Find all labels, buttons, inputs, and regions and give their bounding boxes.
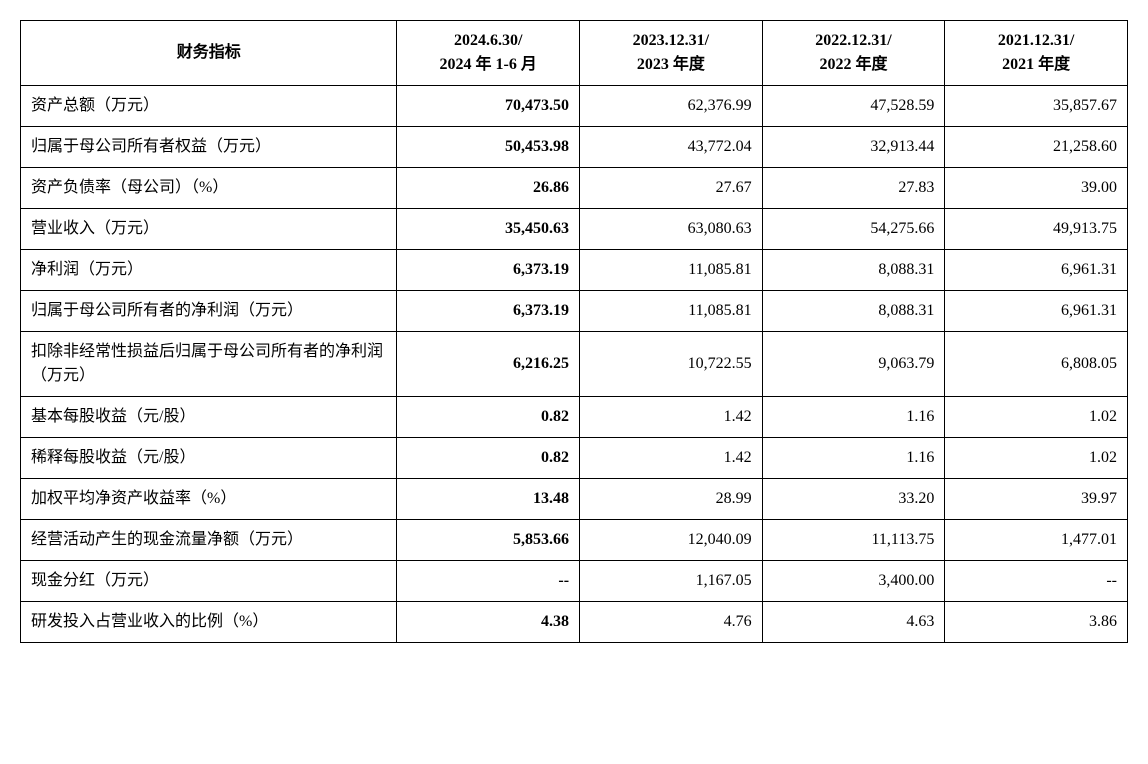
row-value: 6,961.31	[945, 291, 1128, 332]
row-value: 3.86	[945, 602, 1128, 643]
row-value: 49,913.75	[945, 209, 1128, 250]
row-label: 营业收入（万元）	[21, 209, 397, 250]
row-value: 8,088.31	[762, 291, 945, 332]
row-value: 4.38	[397, 602, 580, 643]
header-line1: 2024.6.30/ 2024 年 1-6 月	[440, 32, 537, 73]
row-value: 32,913.44	[762, 127, 945, 168]
row-value: 6,808.05	[945, 332, 1128, 397]
table-row: 净利润（万元） 6,373.19 11,085.81 8,088.31 6,96…	[21, 250, 1128, 291]
row-value: 28.99	[580, 479, 763, 520]
table-row: 营业收入（万元） 35,450.63 63,080.63 54,275.66 4…	[21, 209, 1128, 250]
row-value: 6,373.19	[397, 250, 580, 291]
table-row: 稀释每股收益（元/股） 0.82 1.42 1.16 1.02	[21, 438, 1128, 479]
row-value: 35,857.67	[945, 86, 1128, 127]
row-value: 5,853.66	[397, 520, 580, 561]
row-value: 8,088.31	[762, 250, 945, 291]
table-row: 基本每股收益（元/股） 0.82 1.42 1.16 1.02	[21, 397, 1128, 438]
row-value: 6,216.25	[397, 332, 580, 397]
table-row: 归属于母公司所有者权益（万元） 50,453.98 43,772.04 32,9…	[21, 127, 1128, 168]
row-value: 11,085.81	[580, 291, 763, 332]
row-value: 70,473.50	[397, 86, 580, 127]
header-period-2023: 2023.12.31/ 2023 年度	[580, 21, 763, 86]
row-value: 13.48	[397, 479, 580, 520]
row-label: 研发投入占营业收入的比例（%）	[21, 602, 397, 643]
row-label: 净利润（万元）	[21, 250, 397, 291]
table-header: 财务指标 2024.6.30/ 2024 年 1-6 月 2023.12.31/…	[21, 21, 1128, 86]
table-row: 经营活动产生的现金流量净额（万元） 5,853.66 12,040.09 11,…	[21, 520, 1128, 561]
row-value: 39.00	[945, 168, 1128, 209]
row-value: 1,477.01	[945, 520, 1128, 561]
row-value: 10,722.55	[580, 332, 763, 397]
table-body: 资产总额（万元） 70,473.50 62,376.99 47,528.59 3…	[21, 86, 1128, 643]
row-value: 1.42	[580, 397, 763, 438]
row-value: 27.67	[580, 168, 763, 209]
row-value: 62,376.99	[580, 86, 763, 127]
header-row: 财务指标 2024.6.30/ 2024 年 1-6 月 2023.12.31/…	[21, 21, 1128, 86]
row-value: 1.02	[945, 397, 1128, 438]
row-value: 1.16	[762, 438, 945, 479]
row-value: 6,373.19	[397, 291, 580, 332]
row-value: 6,961.31	[945, 250, 1128, 291]
row-value: 1.02	[945, 438, 1128, 479]
row-label: 稀释每股收益（元/股）	[21, 438, 397, 479]
row-label: 现金分红（万元）	[21, 561, 397, 602]
table-row: 现金分红（万元） -- 1,167.05 3,400.00 --	[21, 561, 1128, 602]
row-value: 0.82	[397, 397, 580, 438]
header-indicator: 财务指标	[21, 21, 397, 86]
header-line1: 2023.12.31/ 2023 年度	[633, 32, 709, 73]
table-row: 加权平均净资产收益率（%） 13.48 28.99 33.20 39.97	[21, 479, 1128, 520]
row-value: 12,040.09	[580, 520, 763, 561]
table-row: 资产总额（万元） 70,473.50 62,376.99 47,528.59 3…	[21, 86, 1128, 127]
header-period-2022: 2022.12.31/ 2022 年度	[762, 21, 945, 86]
table-row: 研发投入占营业收入的比例（%） 4.38 4.76 4.63 3.86	[21, 602, 1128, 643]
table-row: 扣除非经常性损益后归属于母公司所有者的净利润（万元） 6,216.25 10,7…	[21, 332, 1128, 397]
row-label: 经营活动产生的现金流量净额（万元）	[21, 520, 397, 561]
row-label: 资产总额（万元）	[21, 86, 397, 127]
financial-table: 财务指标 2024.6.30/ 2024 年 1-6 月 2023.12.31/…	[20, 20, 1128, 643]
row-value: 4.63	[762, 602, 945, 643]
row-value: 11,085.81	[580, 250, 763, 291]
row-label: 归属于母公司所有者的净利润（万元）	[21, 291, 397, 332]
row-label: 归属于母公司所有者权益（万元）	[21, 127, 397, 168]
row-value: --	[945, 561, 1128, 602]
row-value: 1,167.05	[580, 561, 763, 602]
row-value: --	[397, 561, 580, 602]
row-value: 21,258.60	[945, 127, 1128, 168]
row-label: 加权平均净资产收益率（%）	[21, 479, 397, 520]
row-value: 27.83	[762, 168, 945, 209]
row-value: 63,080.63	[580, 209, 763, 250]
row-value: 4.76	[580, 602, 763, 643]
row-label: 基本每股收益（元/股）	[21, 397, 397, 438]
table-row: 归属于母公司所有者的净利润（万元） 6,373.19 11,085.81 8,0…	[21, 291, 1128, 332]
row-value: 3,400.00	[762, 561, 945, 602]
row-value: 0.82	[397, 438, 580, 479]
row-value: 43,772.04	[580, 127, 763, 168]
header-period-2021: 2021.12.31/ 2021 年度	[945, 21, 1128, 86]
row-value: 47,528.59	[762, 86, 945, 127]
header-line1: 2022.12.31/ 2022 年度	[815, 32, 891, 73]
row-label: 资产负债率（母公司）（%）	[21, 168, 397, 209]
row-value: 9,063.79	[762, 332, 945, 397]
row-value: 39.97	[945, 479, 1128, 520]
row-value: 33.20	[762, 479, 945, 520]
row-label: 扣除非经常性损益后归属于母公司所有者的净利润（万元）	[21, 332, 397, 397]
row-value: 26.86	[397, 168, 580, 209]
table-row: 资产负债率（母公司）（%） 26.86 27.67 27.83 39.00	[21, 168, 1128, 209]
row-value: 50,453.98	[397, 127, 580, 168]
header-line1: 2021.12.31/ 2021 年度	[998, 32, 1074, 73]
row-value: 1.16	[762, 397, 945, 438]
row-value: 1.42	[580, 438, 763, 479]
row-value: 11,113.75	[762, 520, 945, 561]
row-value: 54,275.66	[762, 209, 945, 250]
row-value: 35,450.63	[397, 209, 580, 250]
header-period-2024h1: 2024.6.30/ 2024 年 1-6 月	[397, 21, 580, 86]
